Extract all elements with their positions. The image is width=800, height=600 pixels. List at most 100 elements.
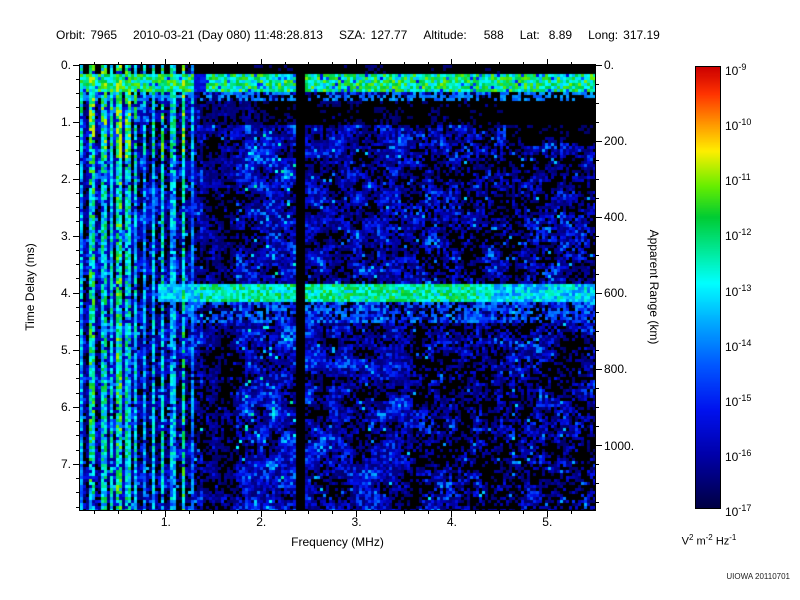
x-axis-minor-tick xyxy=(117,62,119,65)
y-axis-minor-tick xyxy=(76,364,79,366)
y-axis-minor-tick xyxy=(76,192,79,194)
spectrogram-canvas xyxy=(80,65,595,510)
long-field: Long: 317.19 xyxy=(588,28,660,42)
colorbar-tick-label: 10-16 xyxy=(725,447,752,464)
colorbar-exponent: -17 xyxy=(738,503,752,513)
y-axis-minor-tick xyxy=(76,392,79,394)
colorbar-tick-label: 10-15 xyxy=(725,392,752,409)
x-axis-top-tick xyxy=(165,59,167,65)
colorbar xyxy=(695,66,721,509)
range-axis-major-tick xyxy=(596,140,602,142)
orbit-value: 7965 xyxy=(90,28,118,42)
colorbar-tick-label: 10-17 xyxy=(725,503,752,519)
y-axis-minor-tick xyxy=(76,135,79,137)
range-axis-minor-tick xyxy=(596,273,599,275)
y-tick-label: 7. xyxy=(60,457,71,472)
range-tick-label: 0. xyxy=(604,58,615,72)
y-axis-minor-tick xyxy=(76,78,79,80)
range-tick-label: 800. xyxy=(604,362,628,377)
y-tick-label: 0. xyxy=(60,58,71,72)
y-axis-minor-tick xyxy=(76,421,79,423)
x-axis-top-tick xyxy=(260,59,262,65)
header-info: Orbit: 7965 2010-03-21 (Day 080) 11:48:28.… xyxy=(56,28,676,42)
long-value: 317.19 xyxy=(623,28,660,42)
range-tick-label: 1000. xyxy=(604,438,635,453)
colorbar-exponent: -16 xyxy=(738,447,752,458)
range-axis-minor-tick xyxy=(596,464,599,466)
range-axis-minor-tick xyxy=(596,197,599,199)
long-label: Long: xyxy=(588,28,619,42)
y-axis-minor-tick xyxy=(76,164,79,166)
colorbar-exponent: -14 xyxy=(738,337,752,348)
range-axis-minor-tick xyxy=(596,426,599,428)
range-axis-minor-tick xyxy=(596,388,599,389)
x-axis-minor-tick xyxy=(213,511,215,514)
altitude-value: 588 xyxy=(483,28,504,42)
range-axis-minor-tick xyxy=(596,407,599,409)
range-axis-minor-tick xyxy=(596,502,599,504)
lat-label: Lat: xyxy=(519,28,540,42)
altitude-field: Altitude: 588 xyxy=(423,28,503,42)
x-axis-major-tick xyxy=(260,511,262,517)
x-axis-minor-tick xyxy=(284,511,286,514)
orbit-label: Orbit: xyxy=(56,28,86,42)
x-axis-minor-tick xyxy=(93,511,95,514)
y-axis-major-tick xyxy=(73,349,79,351)
y-axis-minor-tick xyxy=(76,335,79,337)
orbit-field: Orbit: 7965 xyxy=(56,28,117,42)
x-axis-minor-tick xyxy=(499,511,501,514)
range-axis-major-tick xyxy=(596,292,602,294)
x-axis-minor-tick xyxy=(403,511,405,514)
x-tick-label: 2. xyxy=(256,515,267,529)
x-axis-minor-tick xyxy=(379,511,381,514)
y-axis-minor-tick xyxy=(76,492,79,494)
range-axis-minor-tick xyxy=(596,159,599,161)
x-tick-label: 4. xyxy=(446,515,457,529)
y-axis-minor-tick xyxy=(76,221,79,223)
colorbar-exponent: -10 xyxy=(738,117,752,128)
x-axis-top-tick xyxy=(451,59,453,65)
range-axis-major-tick xyxy=(596,64,602,66)
y-axis-minor-tick xyxy=(76,306,79,308)
colorbar-tick-label: 10-11 xyxy=(725,172,751,189)
x-axis-top-tick xyxy=(546,59,548,65)
range-axis-minor-tick xyxy=(596,349,599,351)
x-axis-minor-tick xyxy=(141,62,143,65)
datetime-text: 2010-03-21 (Day 080) 11:48:28.813 xyxy=(133,28,323,42)
x-axis-minor-tick xyxy=(189,62,191,65)
colorbar-exponent: -11 xyxy=(738,172,751,183)
x-axis-minor-tick xyxy=(427,62,429,65)
x-axis-minor-tick xyxy=(308,62,310,65)
x-axis-minor-tick xyxy=(117,511,119,514)
colorbar-exponent: -15 xyxy=(738,392,752,403)
range-axis-major-tick xyxy=(596,368,602,370)
y-axis-minor-tick xyxy=(76,506,79,508)
x-axis-minor-tick xyxy=(93,62,95,65)
unit-exponent: -2 xyxy=(705,533,713,542)
sza-label: SZA: xyxy=(338,28,366,42)
x-axis-minor-tick xyxy=(284,62,286,65)
y-tick-label: 6. xyxy=(60,400,71,415)
y-axis-major-tick xyxy=(73,178,79,180)
range-axis-minor-tick xyxy=(596,178,599,180)
x-axis-minor-tick xyxy=(236,511,238,514)
x-axis-minor-tick xyxy=(141,511,143,514)
x-axis-minor-tick xyxy=(522,511,524,514)
x-axis-minor-tick xyxy=(475,511,477,514)
x-axis-major-tick xyxy=(451,511,453,517)
x-tick-label: 5. xyxy=(542,515,553,529)
y-tick-label: 4. xyxy=(60,286,71,301)
y-axis-minor-tick xyxy=(76,478,79,480)
range-axis-minor-tick xyxy=(596,330,599,332)
x-axis-major-tick xyxy=(165,511,167,517)
range-axis-minor-tick xyxy=(596,102,599,104)
unit-exponent: -1 xyxy=(729,533,737,542)
colorbar-tick-label: 10-9 xyxy=(725,62,747,78)
x-axis-minor-tick xyxy=(570,62,572,65)
colorbar-exponent: -13 xyxy=(738,282,752,293)
y-axis-minor-tick xyxy=(76,150,79,152)
y-axis-major-tick xyxy=(73,64,79,66)
range-tick-label: 600. xyxy=(604,286,628,301)
range-axis-minor-tick xyxy=(596,121,599,123)
